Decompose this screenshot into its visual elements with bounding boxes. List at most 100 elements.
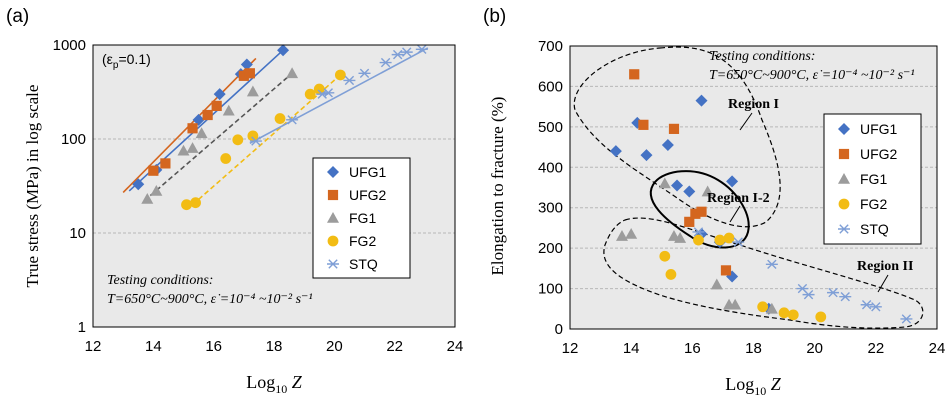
point-fg2 <box>220 153 232 164</box>
legend-marker-fg1 <box>838 173 850 184</box>
y-tick-label: 400 <box>538 159 563 176</box>
legend-label-ufg1: UFG1 <box>860 121 898 137</box>
panel-a: (a) 1 10 100 1000 12 14 16 18 20 22 24 (εp=0.1) Te… <box>6 6 463 396</box>
point-stq <box>802 289 815 300</box>
x-tick-label: 22 <box>867 340 884 357</box>
point-stq <box>900 314 913 324</box>
point-ufg1 <box>213 88 226 101</box>
legend-marker-ufg2 <box>838 148 850 160</box>
region-i-2-arrow <box>729 205 741 223</box>
panel-b-x-axis-label: Log10 Z <box>725 374 782 398</box>
panel-b: (b) 0 100 200 300 400 500 600 700 12 14 16 18 20 22 24… <box>483 6 945 398</box>
legend-label-fg1: FG1 <box>860 171 887 187</box>
y-tick-label: 500 <box>538 119 563 136</box>
point-ufg2 <box>244 68 255 79</box>
legend-label-stq: STQ <box>860 221 889 237</box>
point-ufg2 <box>211 100 222 111</box>
panel-a-label: (a) <box>6 6 29 27</box>
point-ufg1 <box>132 178 145 191</box>
point-stq <box>286 115 299 125</box>
point-ufg2 <box>668 123 680 134</box>
point-fg1 <box>765 302 778 314</box>
point-fg1 <box>701 185 714 197</box>
point-ufg2 <box>148 165 159 176</box>
x-tick-label: 14 <box>145 338 162 355</box>
point-ufg2 <box>202 109 213 121</box>
panel-a-tick-labels: 1 10 100 1000 12 14 16 18 20 22 24 <box>53 37 464 355</box>
panel-a-legend <box>312 157 411 279</box>
region-ii-outline <box>603 217 924 329</box>
point-stq <box>860 300 873 310</box>
point-fg1 <box>222 104 235 116</box>
point-fg1 <box>195 127 208 139</box>
y-tick-label: 600 <box>538 78 563 95</box>
legend-label-ufg1: UFG1 <box>349 164 387 180</box>
region-i-label: Region I <box>728 97 779 112</box>
point-stq <box>732 237 745 247</box>
point-stq <box>415 44 428 54</box>
x-tick-label: 18 <box>266 338 283 355</box>
point-ufg1 <box>192 113 205 126</box>
point-stq <box>400 47 413 57</box>
y-tick-label: 300 <box>538 200 563 217</box>
point-stq <box>343 75 356 86</box>
fit-line-fg1 <box>143 72 293 202</box>
panel-a-legend-items: UFG1 UFG2 FG1 FG2 STQ <box>327 164 387 272</box>
point-ufg2 <box>720 265 732 276</box>
region-i-arrow <box>739 112 753 131</box>
x-tick-label: 14 <box>623 340 640 357</box>
point-fg2 <box>304 88 316 100</box>
panel-a-strain-note: (εp=0.1) <box>102 51 151 71</box>
point-fg2 <box>313 83 325 95</box>
point-fg2 <box>714 234 726 246</box>
panel-b-tick-labels: 0 100 200 300 400 500 600 700 12 14 16 18 20 22 24 <box>538 38 945 357</box>
point-fg2 <box>659 250 671 262</box>
point-fg2 <box>334 69 346 81</box>
point-fg2 <box>693 234 704 246</box>
fit-line-fg2 <box>192 74 341 206</box>
point-stq <box>322 88 335 98</box>
legend-marker-ufg1 <box>327 166 339 178</box>
legend-label-ufg2: UFG2 <box>860 146 898 162</box>
point-fg1 <box>729 298 742 310</box>
point-fg2 <box>778 307 790 319</box>
point-stq <box>249 136 262 146</box>
panel-b-frame <box>569 45 938 330</box>
point-fg1 <box>674 232 687 243</box>
x-tick-label: 16 <box>684 340 701 357</box>
x-tick-label: 12 <box>562 340 579 357</box>
panel-a-note-line1: Testing conditions: <box>107 273 213 288</box>
y-tick-label: 0 <box>555 321 563 338</box>
point-fg1 <box>658 177 671 189</box>
legend-marker-ufg1 <box>838 123 850 135</box>
panel-b-y-axis-label: Elongation to fracture (%) <box>488 97 507 276</box>
point-ufg1 <box>661 139 674 152</box>
point-fg2 <box>274 113 286 124</box>
panel-a-frame <box>92 44 456 328</box>
point-ufg2 <box>684 216 695 227</box>
point-fg2 <box>665 269 677 280</box>
y-tick-label: 100 <box>538 281 563 298</box>
region-i-2-outline <box>649 170 750 249</box>
panel-b-note-line1: Testing conditions: <box>709 49 815 64</box>
legend-marker-stq <box>327 259 339 269</box>
x-tick-label: 20 <box>806 340 823 357</box>
point-fg1 <box>625 227 638 239</box>
legend-marker-ufg2 <box>327 189 339 201</box>
point-fg2 <box>247 130 259 142</box>
legend-marker-fg1 <box>327 212 339 223</box>
point-ufg2 <box>160 158 171 169</box>
legend-label-ufg2: UFG2 <box>349 187 387 203</box>
region-i-outline <box>573 46 781 228</box>
x-tick-label: 24 <box>447 338 464 355</box>
region-ii-label: Region II <box>857 259 913 274</box>
panel-b-regions <box>573 46 924 329</box>
panel-a-note-line2: T=650°C~900°C, ε̇ =10⁻⁴ ~10⁻² s⁻¹ <box>107 292 313 307</box>
point-fg1 <box>141 192 154 204</box>
legend-label-fg2: FG2 <box>860 196 887 212</box>
point-ufg1 <box>277 44 290 57</box>
point-stq <box>765 259 778 270</box>
x-tick-label: 18 <box>745 340 762 357</box>
point-ufg2 <box>238 70 249 81</box>
point-stq <box>839 291 852 302</box>
